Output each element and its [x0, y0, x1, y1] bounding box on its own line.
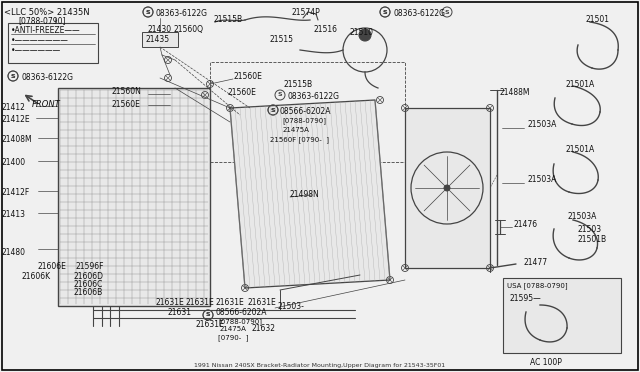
- Text: 21476: 21476: [514, 220, 538, 229]
- Text: USA [0788-0790]: USA [0788-0790]: [507, 282, 568, 289]
- Text: 21501A: 21501A: [565, 145, 595, 154]
- Text: 21560E: 21560E: [228, 88, 257, 97]
- Text: 21510: 21510: [350, 28, 374, 37]
- Text: 21412: 21412: [2, 103, 26, 112]
- Text: 21631: 21631: [168, 308, 192, 317]
- Text: S: S: [383, 10, 387, 15]
- Text: 21503A: 21503A: [568, 212, 597, 221]
- Text: 21606D: 21606D: [73, 272, 103, 281]
- Text: AC 100P: AC 100P: [530, 358, 562, 367]
- Text: S: S: [271, 108, 275, 112]
- Text: 21606C: 21606C: [73, 280, 102, 289]
- Text: 21606K: 21606K: [22, 272, 51, 281]
- Text: [0790-  ]: [0790- ]: [218, 334, 248, 341]
- Polygon shape: [230, 100, 390, 288]
- Text: 08363-6122G: 08363-6122G: [21, 73, 73, 82]
- Text: 21560E: 21560E: [112, 100, 141, 109]
- Text: 21477: 21477: [524, 258, 548, 267]
- Text: 21632: 21632: [252, 324, 276, 333]
- Text: S: S: [205, 312, 211, 317]
- Text: 21595—: 21595—: [510, 294, 541, 303]
- Bar: [58, 88, 210, 306]
- Text: 21631E: 21631E: [196, 320, 225, 329]
- Text: <LLC 50%> 21435N: <LLC 50%> 21435N: [4, 8, 90, 17]
- Bar: [210, 62, 405, 162]
- Text: 21503A: 21503A: [527, 120, 556, 129]
- Text: 21606E: 21606E: [38, 262, 67, 271]
- Text: S: S: [383, 10, 387, 15]
- Text: 21501B: 21501B: [577, 235, 606, 244]
- Text: 21560Q: 21560Q: [173, 25, 203, 34]
- Text: 21475A: 21475A: [220, 326, 247, 332]
- Text: 21631E: 21631E: [248, 298, 276, 307]
- Text: 21413: 21413: [2, 210, 26, 219]
- Text: 21515B: 21515B: [213, 15, 242, 24]
- Text: 21503A: 21503A: [527, 175, 556, 184]
- Circle shape: [359, 29, 371, 41]
- Text: •——————: •——————: [11, 46, 61, 55]
- Text: 21515: 21515: [270, 35, 294, 44]
- Text: 21631E: 21631E: [185, 298, 214, 307]
- Text: 21503: 21503: [578, 225, 602, 234]
- Text: 21412F: 21412F: [2, 188, 30, 197]
- Text: 21430: 21430: [148, 25, 172, 34]
- Text: S: S: [11, 74, 15, 78]
- Text: 21435: 21435: [145, 35, 169, 44]
- Text: S: S: [271, 108, 275, 112]
- Text: 08363-6122G: 08363-6122G: [393, 9, 445, 18]
- Text: •ANTI-FREEZE——: •ANTI-FREEZE——: [11, 26, 81, 35]
- Text: 21501: 21501: [585, 15, 609, 24]
- Text: S: S: [445, 10, 449, 15]
- Text: 21488M: 21488M: [500, 88, 531, 97]
- Text: FRONT: FRONT: [32, 100, 61, 109]
- Text: [0788-0790]: [0788-0790]: [18, 16, 65, 25]
- Text: 08363-6122G: 08363-6122G: [288, 92, 340, 101]
- Text: 21596F: 21596F: [75, 262, 104, 271]
- Text: 21560N: 21560N: [112, 87, 142, 96]
- Text: 21631E: 21631E: [155, 298, 184, 307]
- Text: 21516: 21516: [313, 25, 337, 34]
- Text: S: S: [146, 10, 150, 15]
- Text: 08566-6202A: 08566-6202A: [215, 308, 266, 317]
- Bar: [142, 32, 178, 47]
- Text: 21501A: 21501A: [565, 80, 595, 89]
- Text: 21503-: 21503-: [278, 302, 305, 311]
- Text: [0788-0790]: [0788-0790]: [282, 117, 326, 124]
- Text: S: S: [146, 10, 150, 15]
- Text: [0788-0790]: [0788-0790]: [218, 318, 262, 325]
- Text: 21480: 21480: [2, 248, 26, 257]
- Circle shape: [444, 185, 450, 191]
- Text: 21498N: 21498N: [290, 190, 320, 199]
- Text: 21574P: 21574P: [292, 8, 321, 17]
- Text: 1991 Nissan 240SX Bracket-Radiator Mounting,Upper Diagram for 21543-35F01: 1991 Nissan 240SX Bracket-Radiator Mount…: [195, 363, 445, 368]
- Bar: [8, 23, 98, 63]
- Text: 21631E: 21631E: [215, 298, 244, 307]
- Text: 21606B: 21606B: [73, 288, 102, 297]
- Text: •———————: •———————: [11, 36, 69, 45]
- Text: 21400: 21400: [2, 158, 26, 167]
- Text: S: S: [205, 312, 211, 317]
- Bar: [503, 278, 621, 353]
- Text: 21560E: 21560E: [233, 72, 262, 81]
- Bar: [405, 108, 490, 268]
- Text: 08566-6202A: 08566-6202A: [280, 107, 332, 116]
- Text: S: S: [11, 74, 15, 78]
- Text: 21408M: 21408M: [2, 135, 33, 144]
- Text: S: S: [278, 93, 282, 97]
- Text: 21475A: 21475A: [283, 127, 310, 133]
- Text: 08363-6122G: 08363-6122G: [156, 9, 208, 18]
- Text: 21560F [0790-  ]: 21560F [0790- ]: [270, 136, 329, 143]
- Text: 21412E: 21412E: [2, 115, 31, 124]
- Text: 21515B: 21515B: [284, 80, 313, 89]
